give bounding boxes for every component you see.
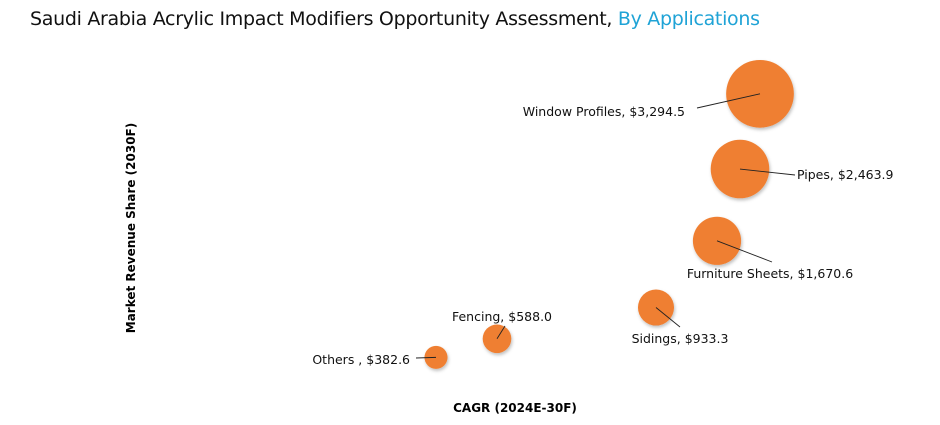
data-label: Furniture Sheets, $1,670.6 xyxy=(687,266,853,281)
leader-line xyxy=(696,93,761,109)
title-highlight: By Applications xyxy=(617,8,760,30)
data-label: Sidings, $933.3 xyxy=(632,331,729,346)
chart-title: Saudi Arabia Acrylic Impact Modifiers Op… xyxy=(30,8,760,30)
leader-line xyxy=(716,240,773,263)
data-label: Others , $382.6 xyxy=(312,352,410,367)
leader-line xyxy=(739,168,796,176)
data-label: Window Profiles, $3,294.5 xyxy=(523,104,685,119)
data-label: Pipes, $2,463.9 xyxy=(797,167,894,182)
leader-line xyxy=(415,356,437,359)
data-label: Fencing, $588.0 xyxy=(452,309,552,324)
x-axis-label: CAGR (2024E-30F) xyxy=(453,401,577,415)
title-text: Saudi Arabia Acrylic Impact Modifiers Op… xyxy=(30,8,613,30)
leader-line xyxy=(655,307,681,328)
leader-line xyxy=(496,325,506,340)
